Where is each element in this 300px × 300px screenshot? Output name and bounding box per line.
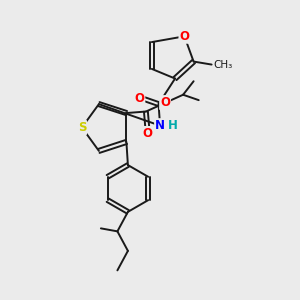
Text: S: S — [78, 121, 86, 134]
Text: O: O — [142, 127, 152, 140]
Text: O: O — [134, 92, 144, 105]
Text: O: O — [179, 30, 189, 43]
Text: O: O — [160, 96, 170, 109]
Text: CH₃: CH₃ — [213, 60, 233, 70]
Text: H: H — [168, 119, 178, 132]
Text: N: N — [155, 119, 165, 132]
